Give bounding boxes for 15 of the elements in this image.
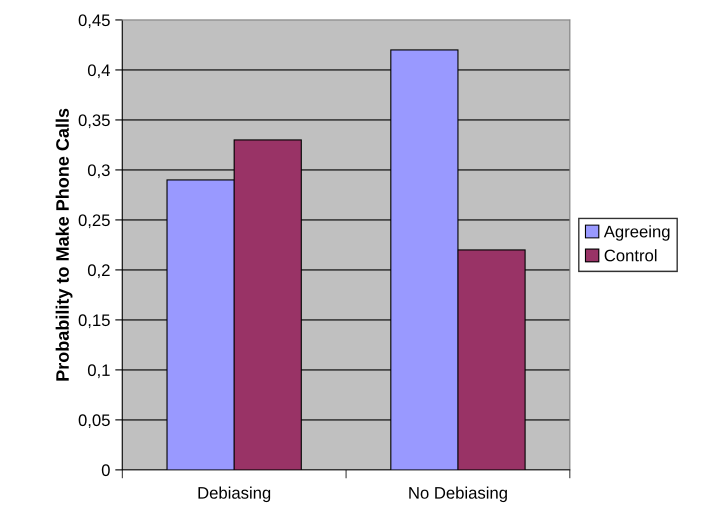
y-tick-label: 0,1 — [88, 364, 110, 378]
legend-label: Control — [604, 249, 656, 262]
y-tick-label: 0,4 — [88, 64, 110, 78]
x-tick-label: No Debiasing — [409, 486, 507, 502]
x-tick-label: Debiasing — [198, 486, 270, 502]
y-tick-label: 0,05 — [78, 414, 110, 428]
y-axis-title: Probability to Make Phone Calls — [56, 108, 72, 381]
y-tick-label: 0,45 — [78, 14, 110, 28]
y-tick-label: 0,3 — [88, 164, 110, 178]
y-tick-label: 0,35 — [78, 114, 110, 128]
y-tick-label: 0,25 — [78, 214, 110, 228]
y-tick-label: 0,2 — [88, 264, 110, 278]
y-tick-label: 0 — [102, 464, 110, 476]
legend-label: Agreeing — [604, 225, 670, 241]
y-tick-label: 0,15 — [78, 314, 110, 328]
